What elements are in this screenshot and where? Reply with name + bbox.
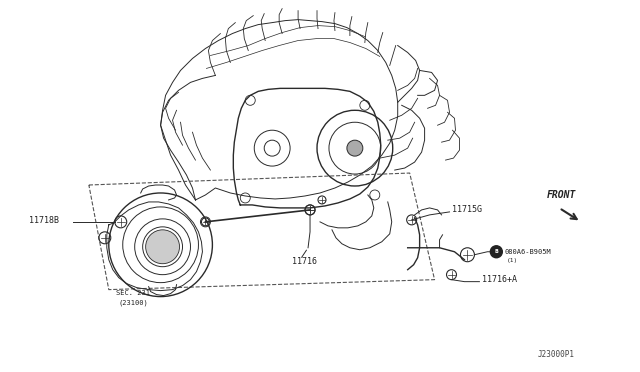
Text: B: B [495,249,498,254]
Text: 080A6-B905M: 080A6-B905M [504,249,551,255]
Circle shape [490,246,502,258]
Text: 11716: 11716 [292,257,317,266]
Text: (23100): (23100) [119,299,148,306]
Circle shape [146,230,180,264]
Text: SEC. 231: SEC. 231 [116,289,150,296]
Text: (1): (1) [506,258,518,263]
Text: FRONT: FRONT [547,190,577,200]
Text: 11718B: 11718B [29,217,59,225]
Text: 11716+A: 11716+A [483,275,517,284]
Circle shape [347,140,363,156]
Text: 11715G: 11715G [451,205,481,214]
Text: J23000P1: J23000P1 [537,350,574,359]
